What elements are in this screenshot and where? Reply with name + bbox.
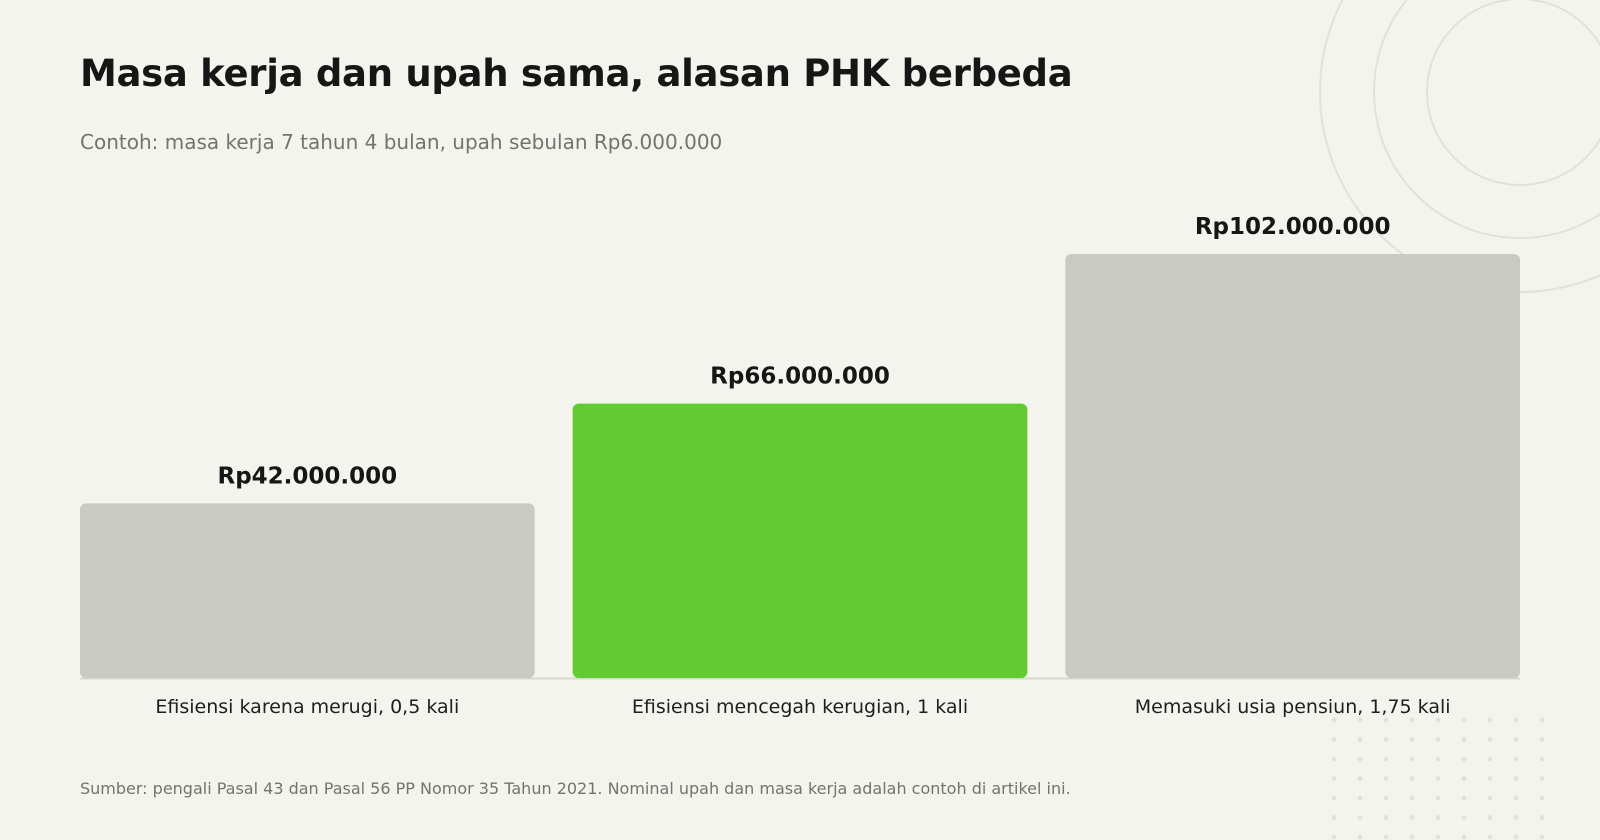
dot-grid-dot [1539, 776, 1545, 781]
dot-grid-dot [1513, 795, 1519, 801]
dot-grid-dot [1383, 776, 1389, 781]
dot-grid-dot [1357, 717, 1363, 723]
dot-grid-dot [1409, 815, 1415, 820]
bar-3 [1065, 254, 1520, 678]
dot-grid-dot [1331, 834, 1337, 840]
dot-grid-dot [1409, 717, 1415, 723]
dot-grid-dot [1487, 834, 1493, 840]
deco-circle-inner [1426, 0, 1600, 186]
dot-grid-dot [1383, 756, 1389, 762]
dot-grid-dot [1461, 776, 1467, 781]
dot-grid-dot [1357, 776, 1363, 781]
chart-title: Masa kerja dan upah sama, alasan PHK ber… [80, 52, 1073, 95]
dot-grid-dot [1539, 795, 1545, 801]
dot-grid-decoration [1331, 717, 1545, 840]
dot-grid-dot [1357, 795, 1363, 801]
dot-grid-dot [1383, 834, 1389, 840]
dot-grid-dot [1435, 737, 1441, 742]
bar-2 [572, 403, 1028, 678]
dot-grid-dot [1435, 795, 1441, 801]
bar-value-label-2: Rp66.000.000 [710, 364, 890, 390]
source-note: Sumber: pengali Pasal 43 dan Pasal 56 PP… [80, 779, 1071, 798]
dot-grid-dot [1409, 795, 1415, 801]
dot-grid-dot [1461, 815, 1467, 820]
dot-grid-dot [1435, 834, 1441, 840]
dot-grid-dot [1409, 776, 1415, 781]
bar-1 [80, 503, 535, 678]
dot-grid-dot [1539, 717, 1545, 723]
bar-value-label-3: Rp102.000.000 [1195, 214, 1391, 240]
dot-grid-dot [1487, 756, 1493, 762]
dot-grid-dot [1357, 737, 1363, 742]
dot-grid-dot [1513, 737, 1519, 742]
dot-grid-dot [1331, 815, 1337, 820]
dot-grid-dot [1513, 834, 1519, 840]
dot-grid-dot [1383, 815, 1389, 820]
dot-grid-dot [1383, 737, 1389, 742]
dot-grid-dot [1409, 756, 1415, 762]
dot-grid-dot [1357, 834, 1363, 840]
dot-grid-dot [1461, 834, 1467, 840]
dot-grid-dot [1487, 815, 1493, 820]
dot-grid-dot [1409, 834, 1415, 840]
dot-grid-dot [1461, 756, 1467, 762]
dot-grid-dot [1357, 756, 1363, 762]
dot-grid-dot [1461, 717, 1467, 723]
dot-grid-dot [1435, 776, 1441, 781]
dot-grid-dot [1331, 776, 1337, 781]
dot-grid-dot [1487, 776, 1493, 781]
dot-grid-dot [1487, 795, 1493, 801]
dot-grid-dot [1357, 815, 1363, 820]
dot-grid-dot [1539, 737, 1545, 742]
dot-grid-dot [1331, 756, 1337, 762]
dot-grid-dot [1331, 737, 1337, 742]
dot-grid-dot [1539, 756, 1545, 762]
dot-grid-dot [1487, 717, 1493, 723]
dot-grid-dot [1539, 815, 1545, 820]
dot-grid-dot [1331, 717, 1337, 723]
dot-grid-dot [1435, 815, 1441, 820]
deco-circle-middle [1373, 0, 1600, 239]
dot-grid-dot [1383, 717, 1389, 723]
dot-grid-dot [1409, 737, 1415, 742]
category-label-3: Memasuki usia pensiun, 1,75 kali [1135, 696, 1451, 718]
category-label-1: Efisiensi karena merugi, 0,5 kali [155, 696, 459, 718]
dot-grid-dot [1513, 717, 1519, 723]
category-label-2: Efisiensi mencegah kerugian, 1 kali [632, 696, 968, 718]
dot-grid-dot [1383, 795, 1389, 801]
dot-grid-dot [1513, 815, 1519, 820]
dot-grid-dot [1331, 795, 1337, 801]
bar-value-label-1: Rp42.000.000 [217, 463, 397, 489]
dot-grid-dot [1461, 795, 1467, 801]
dot-grid-dot [1539, 834, 1545, 840]
chart-subtitle: Contoh: masa kerja 7 tahun 4 bulan, upah… [80, 130, 723, 154]
dot-grid-dot [1435, 717, 1441, 723]
dot-grid-dot [1461, 737, 1467, 742]
dot-grid-dot [1435, 756, 1441, 762]
dot-grid-dot [1487, 737, 1493, 742]
dot-grid-dot [1513, 776, 1519, 781]
dot-grid-dot [1513, 756, 1519, 762]
